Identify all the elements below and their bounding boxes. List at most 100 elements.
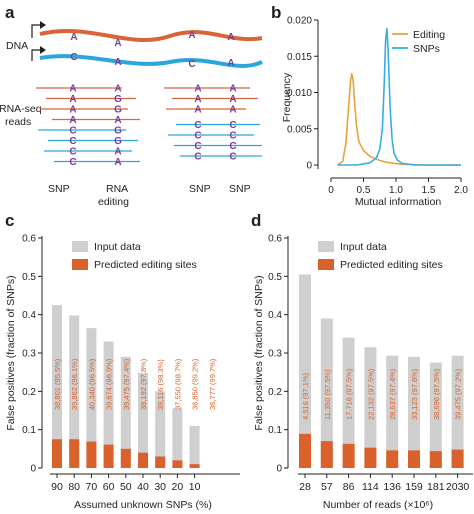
read-right-base2: C <box>229 120 236 131</box>
bar-predicted-editing <box>364 447 377 468</box>
legend-label: SNPs <box>413 43 440 55</box>
caption-editing: editing <box>98 196 129 208</box>
read-left-base1: C <box>69 136 76 147</box>
read-right-base2: A <box>229 105 236 116</box>
x-tick-label: 114 <box>362 481 379 493</box>
count-annotation: 17,716 (97.5%) <box>345 368 354 420</box>
bar-input-data <box>69 315 80 468</box>
bar-predicted-editing <box>69 439 80 468</box>
x-tick-label: 181 <box>427 481 445 493</box>
x-tick-label: 40 <box>137 481 149 493</box>
legend-swatch <box>318 241 334 252</box>
count-annotation: 39,475 (97.4%) <box>122 358 131 410</box>
y-tick-label: 0.3 <box>268 349 282 360</box>
count-annotation: 36,850 (99.2%) <box>191 358 200 410</box>
y-tick-label: 0 <box>306 161 312 172</box>
bar-input-data <box>120 356 131 468</box>
read-right-base1: A <box>194 105 201 116</box>
panel-label-a: a <box>5 3 15 22</box>
count-annotation: 40,340 (96.5%) <box>87 358 96 410</box>
x-axis-label: Mutual information <box>355 196 442 208</box>
y-tick-label: 0.2 <box>268 387 282 398</box>
read-left-base2: G <box>114 126 122 137</box>
y-tick-label: 0.015 <box>287 52 312 63</box>
y-axis-label: False positives (fraction of SNPs) <box>253 275 265 430</box>
read-right-base2: C <box>229 152 236 163</box>
panel-label-d: d <box>251 211 261 230</box>
series-line-snps <box>337 27 461 166</box>
dna-top-base: A <box>188 30 195 41</box>
false-positives-snp-chart: 0 0.1 0.2 0.3 0.4 0.5 0.6 90 80 70 60 50 40 30 20 10 38,… <box>5 234 240 511</box>
read-right-base2: A <box>229 94 236 105</box>
count-annotation: 33,123 (97.6%) <box>410 368 419 420</box>
dna-top-base: A <box>70 32 77 43</box>
bar-input-data <box>103 341 114 468</box>
dna-top-base: A <box>227 32 234 43</box>
y-tick-label: 0.6 <box>268 234 282 245</box>
count-annotation: 38,192 (97.8%) <box>139 358 148 410</box>
read-left-base2: A <box>114 157 121 168</box>
x-axis-label: Assumed unknown SNPs (%) <box>74 499 212 511</box>
dna-top-base: A <box>114 38 121 49</box>
count-annotation: 4,516 (97.1%) <box>301 372 310 420</box>
x-tick-label: 10 <box>189 481 201 493</box>
x-tick-label: 0.5 <box>357 185 371 196</box>
bar-predicted-editing <box>86 441 97 468</box>
count-annotation: 38,801 (95.5%) <box>53 358 62 410</box>
read-left-base2: A <box>114 84 121 95</box>
bar-input-data <box>138 372 148 468</box>
read-left-base1: C <box>69 126 76 137</box>
bar-predicted-editing <box>138 452 148 468</box>
y-tick-label: 0.5 <box>268 272 282 283</box>
y-tick-label: 0 <box>30 464 36 475</box>
x-tick-label: 28 <box>299 481 311 493</box>
read-right-base1: A <box>194 84 201 95</box>
read-right-base1: C <box>194 120 201 131</box>
legend-swatch <box>72 259 88 270</box>
x-tick-label: 136 <box>383 481 401 493</box>
legend-label: Input data <box>94 241 141 253</box>
dna-strand-bottom <box>39 54 263 68</box>
y-tick-label: 0.6 <box>22 234 36 245</box>
y-tick-label: 0.3 <box>22 349 36 360</box>
caption-snp-right2: SNP <box>229 183 251 195</box>
bar-input-data <box>320 318 333 468</box>
read-left-base1: A <box>69 105 76 116</box>
x-tick-label: 20 <box>172 481 184 493</box>
legend-label: Predicted editing sites <box>340 259 443 271</box>
dna-bottom-base: A <box>114 57 121 68</box>
x-tick-label: 30 <box>154 481 166 493</box>
y-tick-label: 0.010 <box>287 88 312 99</box>
frequency-line-chart: 0 0.005 0.010 0.015 0.020 0 0.5 1.0 1.5 2.0 Mutual… <box>281 16 468 209</box>
read-right-base2: C <box>229 141 236 152</box>
read-left-base1: A <box>69 84 76 95</box>
false-positives-reads-chart: 0 0.1 0.2 0.3 0.4 0.5 0.6 28 57 86 114 136 159 181 203… <box>253 234 473 511</box>
read-left-base1: A <box>69 115 76 126</box>
y-tick-label: 0.1 <box>268 425 282 436</box>
caption-rna: RNA <box>106 183 128 195</box>
x-tick-label: 0 <box>328 185 334 196</box>
y-tick-label: 0.4 <box>268 310 282 321</box>
legend-swatch <box>318 259 334 270</box>
bar-predicted-editing <box>189 464 200 468</box>
x-tick-label: 57 <box>321 481 333 493</box>
bar-predicted-editing <box>408 450 420 468</box>
bar-predicted-editing <box>342 443 355 468</box>
read-left-base2: A <box>114 115 121 126</box>
count-annotation: 22,132 (97.5%) <box>366 368 375 420</box>
bar-input-data <box>451 355 464 468</box>
bar-input-data <box>172 408 183 468</box>
read-left-base2: G <box>114 94 122 105</box>
legend-label: Predicted editing sites <box>94 259 197 271</box>
read-left-base1: A <box>69 94 76 105</box>
x-tick-label: 2.0 <box>454 185 468 196</box>
bar-predicted-editing <box>320 441 333 468</box>
schematic-diagram: DNA RNA-seq reads AAA AC A C A A AA GA GA AC GC GC… <box>0 21 263 208</box>
dna-label: DNA <box>6 40 28 52</box>
legend-label: Editing <box>413 29 445 41</box>
count-annotation: 36,777 (99.7%) <box>208 358 217 410</box>
dna-bottom-base: C <box>188 59 195 70</box>
promoter-arrowhead-bottom <box>40 46 46 54</box>
reads-label-line1: RNA-seq <box>0 103 42 115</box>
x-tick-label: 1.5 <box>422 185 436 196</box>
